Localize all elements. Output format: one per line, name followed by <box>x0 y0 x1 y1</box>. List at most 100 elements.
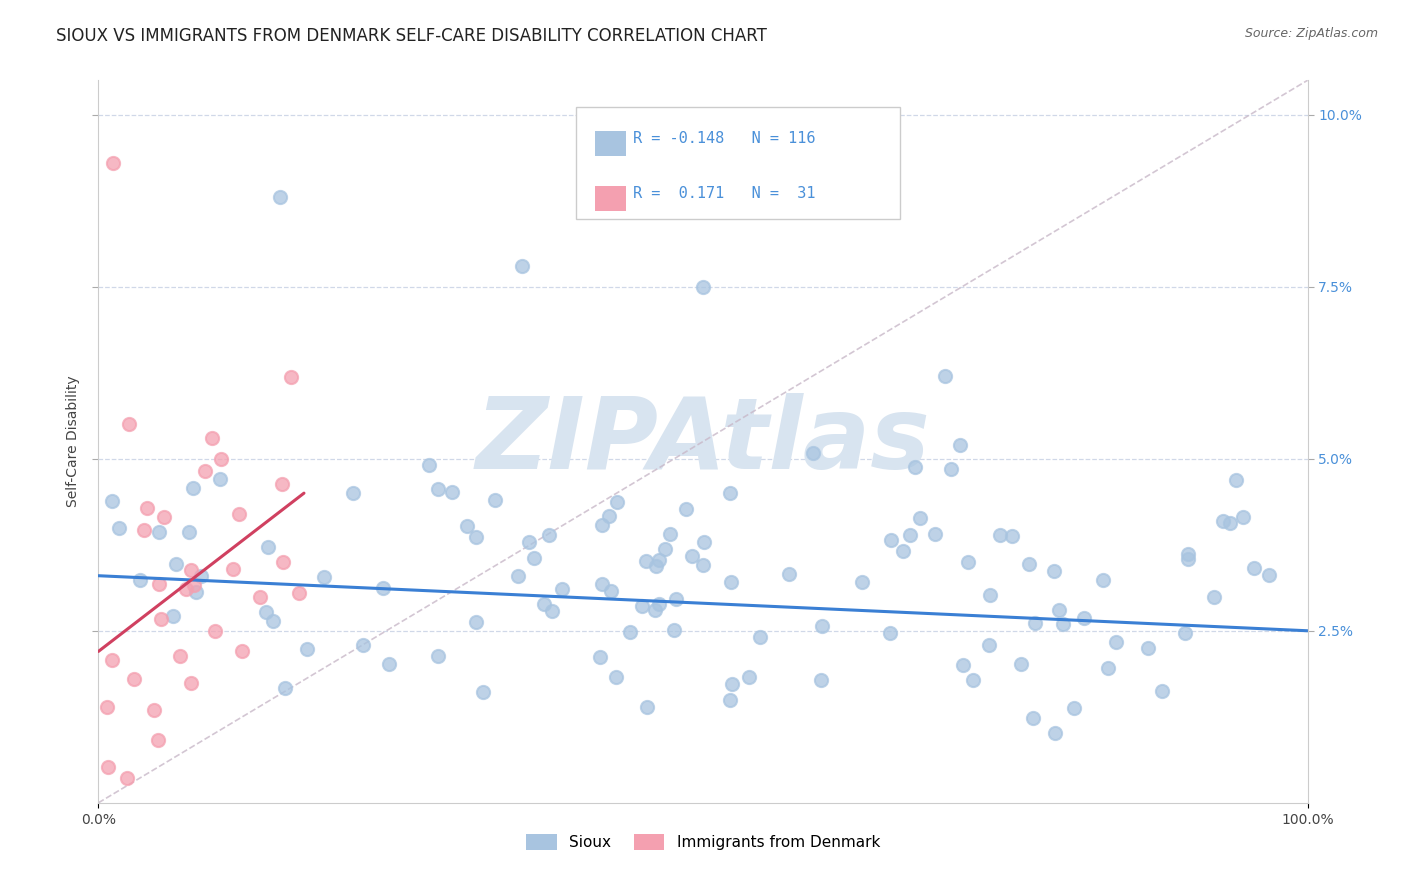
Text: ZIPAtlas: ZIPAtlas <box>475 393 931 490</box>
Point <box>314 570 336 584</box>
Point <box>949 438 972 452</box>
Point <box>1202 591 1225 605</box>
Point <box>1105 635 1128 649</box>
Point <box>148 576 170 591</box>
Point <box>135 501 157 516</box>
Point <box>118 417 141 432</box>
Point <box>201 431 224 445</box>
Point <box>162 608 184 623</box>
Point <box>692 558 714 572</box>
Point <box>169 649 191 664</box>
Text: SIOUX VS IMMIGRANTS FROM DENMARK SELF-CARE DISABILITY CORRELATION CHART: SIOUX VS IMMIGRANTS FROM DENMARK SELF-CA… <box>56 27 768 45</box>
Point <box>664 623 686 637</box>
Point <box>551 582 574 596</box>
Point <box>605 670 627 684</box>
Point <box>540 604 562 618</box>
Point <box>778 566 800 581</box>
Point <box>956 555 979 569</box>
Point <box>810 673 832 688</box>
Point <box>269 190 291 204</box>
Point <box>148 525 170 540</box>
Point <box>934 369 956 384</box>
Point <box>801 446 824 460</box>
Point <box>209 452 232 467</box>
Point <box>465 615 488 629</box>
Point <box>654 542 676 557</box>
Point <box>440 484 463 499</box>
Point <box>274 681 297 695</box>
Point <box>222 562 245 576</box>
Point <box>1092 573 1115 587</box>
Point <box>904 460 927 475</box>
Point <box>101 156 124 170</box>
Point <box>165 557 187 571</box>
Point <box>523 550 546 565</box>
Point <box>659 527 682 541</box>
Point <box>108 521 131 535</box>
Point <box>153 509 176 524</box>
Point <box>456 519 478 533</box>
Point <box>129 573 152 587</box>
Point <box>891 544 914 558</box>
Point <box>101 493 124 508</box>
Point <box>295 641 318 656</box>
Point <box>693 535 716 549</box>
Point <box>1043 564 1066 578</box>
Point <box>962 673 984 688</box>
Point <box>148 732 170 747</box>
Point <box>606 495 628 509</box>
Point <box>908 511 931 525</box>
Point <box>471 685 494 699</box>
Point <box>1212 514 1234 528</box>
Point <box>811 619 834 633</box>
Point <box>721 677 744 691</box>
Point <box>228 507 250 521</box>
Point <box>288 586 311 600</box>
Point <box>533 598 555 612</box>
Point <box>149 612 172 626</box>
Point <box>204 624 226 638</box>
Point <box>851 574 873 589</box>
Point <box>418 458 440 472</box>
Point <box>1150 684 1173 698</box>
Point <box>665 592 688 607</box>
Point <box>675 502 697 516</box>
Point <box>1232 510 1254 524</box>
Point <box>1137 640 1160 655</box>
Point <box>681 549 703 563</box>
Point <box>262 614 284 628</box>
Point <box>122 672 145 686</box>
Point <box>1010 657 1032 672</box>
Point <box>180 563 202 577</box>
Point <box>648 597 671 611</box>
Point <box>117 771 139 785</box>
Point <box>1243 561 1265 575</box>
Point <box>342 486 364 500</box>
Point <box>194 464 217 478</box>
Point <box>630 599 652 613</box>
Point <box>143 703 166 717</box>
Point <box>720 575 742 590</box>
Point <box>718 486 741 500</box>
Point <box>636 700 658 714</box>
Point <box>427 482 450 496</box>
Point <box>174 582 197 596</box>
Point <box>352 638 374 652</box>
Point <box>1097 661 1119 675</box>
Point <box>645 558 668 573</box>
Point <box>1021 711 1043 725</box>
Point <box>183 577 205 591</box>
Point <box>591 518 613 533</box>
Point <box>1052 616 1074 631</box>
Point <box>648 553 671 567</box>
Point <box>190 569 212 583</box>
Point <box>591 577 613 591</box>
Point <box>271 476 294 491</box>
Point <box>1174 626 1197 640</box>
Point <box>880 533 903 548</box>
Point <box>988 528 1011 542</box>
Point <box>184 584 207 599</box>
Point <box>181 481 204 495</box>
Text: R =  0.171   N =  31: R = 0.171 N = 31 <box>633 186 815 201</box>
Point <box>257 540 280 554</box>
